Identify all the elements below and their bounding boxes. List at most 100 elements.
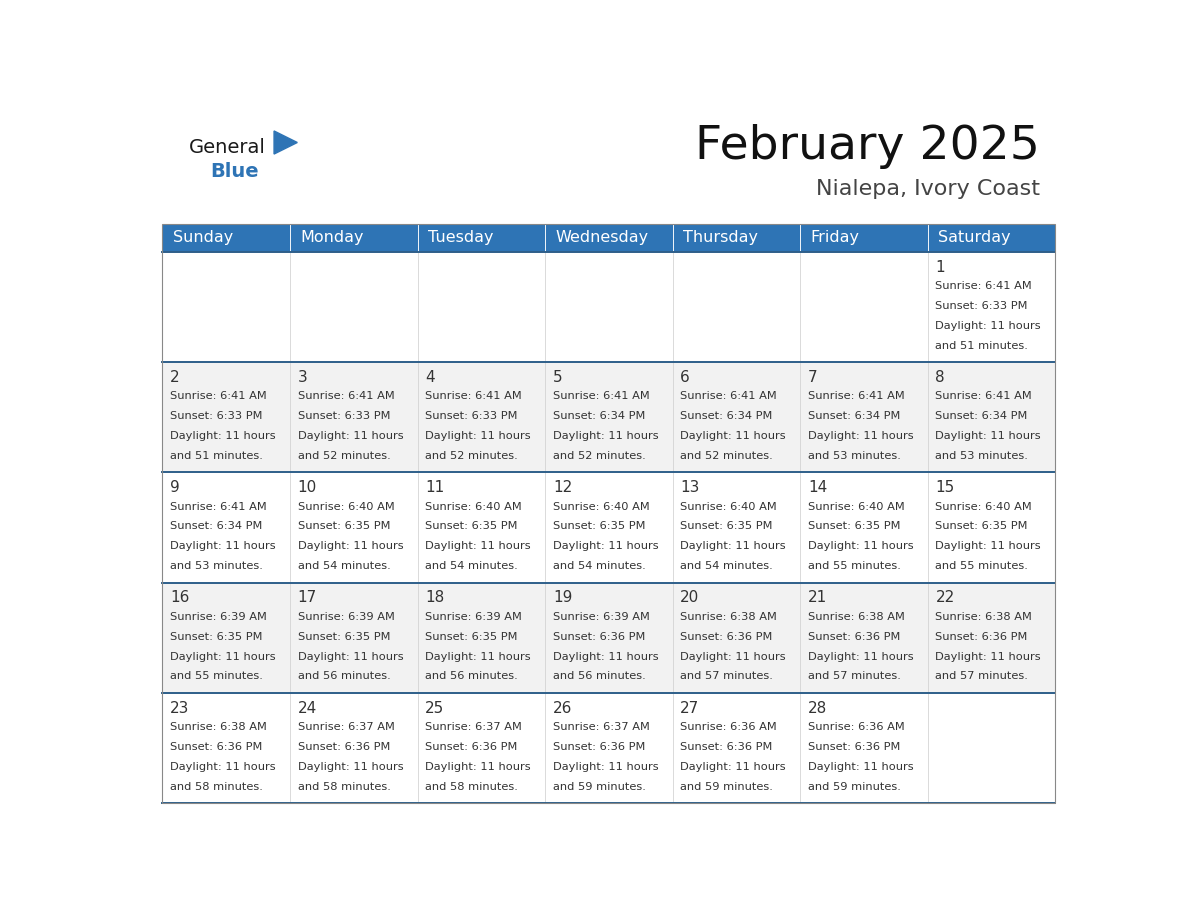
Bar [163, 583, 290, 693]
Text: Sunrise: 6:36 AM: Sunrise: 6:36 AM [808, 722, 905, 733]
Bar [672, 583, 801, 693]
Text: and 59 minutes.: and 59 minutes. [808, 781, 901, 791]
Text: Daylight: 11 hours: Daylight: 11 hours [298, 652, 404, 662]
Text: Daylight: 11 hours: Daylight: 11 hours [552, 762, 658, 772]
Text: 6: 6 [681, 370, 690, 385]
Bar [801, 583, 928, 693]
Bar [290, 252, 417, 362]
Text: 28: 28 [808, 700, 827, 716]
Text: Daylight: 11 hours: Daylight: 11 hours [935, 542, 1041, 552]
Bar [545, 224, 672, 252]
Text: 23: 23 [170, 700, 190, 716]
Text: 26: 26 [552, 700, 573, 716]
Text: Daylight: 11 hours: Daylight: 11 hours [808, 762, 914, 772]
Text: Sunset: 6:36 PM: Sunset: 6:36 PM [552, 632, 645, 642]
Text: 27: 27 [681, 700, 700, 716]
Text: 21: 21 [808, 590, 827, 605]
Text: Sunset: 6:35 PM: Sunset: 6:35 PM [681, 521, 773, 532]
Text: Daylight: 11 hours: Daylight: 11 hours [808, 652, 914, 662]
Bar [672, 252, 801, 362]
Text: Sunrise: 6:40 AM: Sunrise: 6:40 AM [552, 501, 650, 511]
Text: 3: 3 [298, 370, 308, 385]
Text: and 51 minutes.: and 51 minutes. [935, 341, 1029, 351]
Text: Daylight: 11 hours: Daylight: 11 hours [298, 542, 404, 552]
Text: and 54 minutes.: and 54 minutes. [552, 561, 645, 571]
Text: Daylight: 11 hours: Daylight: 11 hours [425, 542, 531, 552]
Text: Sunset: 6:36 PM: Sunset: 6:36 PM [681, 742, 772, 752]
Text: Daylight: 11 hours: Daylight: 11 hours [170, 542, 276, 552]
Bar [801, 693, 928, 803]
Text: Wednesday: Wednesday [555, 230, 649, 245]
Text: Sunrise: 6:38 AM: Sunrise: 6:38 AM [170, 722, 267, 733]
Text: 1: 1 [935, 260, 946, 274]
Text: and 59 minutes.: and 59 minutes. [681, 781, 773, 791]
Text: Sunrise: 6:41 AM: Sunrise: 6:41 AM [425, 391, 522, 401]
Text: 12: 12 [552, 480, 573, 495]
Text: 19: 19 [552, 590, 573, 605]
Bar [928, 224, 1055, 252]
Text: Sunrise: 6:41 AM: Sunrise: 6:41 AM [935, 281, 1032, 291]
Text: Daylight: 11 hours: Daylight: 11 hours [425, 652, 531, 662]
Bar [545, 693, 672, 803]
Text: Sunrise: 6:41 AM: Sunrise: 6:41 AM [298, 391, 394, 401]
Text: and 58 minutes.: and 58 minutes. [425, 781, 518, 791]
Text: Sunset: 6:35 PM: Sunset: 6:35 PM [298, 632, 390, 642]
Bar [928, 693, 1055, 803]
Bar [801, 473, 928, 583]
Bar [163, 224, 1055, 803]
Bar [417, 224, 545, 252]
Bar [801, 362, 928, 473]
Bar [417, 362, 545, 473]
Text: February 2025: February 2025 [695, 124, 1040, 169]
Text: 18: 18 [425, 590, 444, 605]
Bar [290, 583, 417, 693]
Text: Sunset: 6:35 PM: Sunset: 6:35 PM [935, 521, 1028, 532]
Text: Sunday: Sunday [172, 230, 233, 245]
Text: Sunrise: 6:41 AM: Sunrise: 6:41 AM [935, 391, 1032, 401]
Text: and 56 minutes.: and 56 minutes. [425, 671, 518, 681]
Bar [290, 362, 417, 473]
Text: and 55 minutes.: and 55 minutes. [935, 561, 1029, 571]
Text: 5: 5 [552, 370, 562, 385]
Bar [290, 473, 417, 583]
Text: Daylight: 11 hours: Daylight: 11 hours [935, 431, 1041, 441]
Text: 8: 8 [935, 370, 946, 385]
Text: and 51 minutes.: and 51 minutes. [170, 451, 263, 461]
Bar [290, 693, 417, 803]
Bar [417, 252, 545, 362]
Text: Daylight: 11 hours: Daylight: 11 hours [170, 652, 276, 662]
Text: 20: 20 [681, 590, 700, 605]
Text: Sunset: 6:36 PM: Sunset: 6:36 PM [681, 632, 772, 642]
Text: and 52 minutes.: and 52 minutes. [681, 451, 773, 461]
Text: and 53 minutes.: and 53 minutes. [170, 561, 263, 571]
Bar [801, 252, 928, 362]
Text: Sunrise: 6:41 AM: Sunrise: 6:41 AM [808, 391, 905, 401]
Text: 7: 7 [808, 370, 817, 385]
Text: 22: 22 [935, 590, 955, 605]
Text: Sunset: 6:35 PM: Sunset: 6:35 PM [298, 521, 390, 532]
Text: and 56 minutes.: and 56 minutes. [552, 671, 645, 681]
Text: 16: 16 [170, 590, 190, 605]
Text: Sunrise: 6:41 AM: Sunrise: 6:41 AM [170, 391, 267, 401]
Text: and 57 minutes.: and 57 minutes. [681, 671, 773, 681]
Bar [163, 473, 290, 583]
Text: Sunset: 6:36 PM: Sunset: 6:36 PM [298, 742, 390, 752]
Text: Sunset: 6:36 PM: Sunset: 6:36 PM [552, 742, 645, 752]
Bar [672, 693, 801, 803]
Text: and 57 minutes.: and 57 minutes. [935, 671, 1029, 681]
Text: and 57 minutes.: and 57 minutes. [808, 671, 901, 681]
Bar [801, 224, 928, 252]
Text: Sunrise: 6:36 AM: Sunrise: 6:36 AM [681, 722, 777, 733]
Text: 17: 17 [298, 590, 317, 605]
Text: and 52 minutes.: and 52 minutes. [552, 451, 645, 461]
Text: 25: 25 [425, 700, 444, 716]
Text: Sunrise: 6:38 AM: Sunrise: 6:38 AM [935, 612, 1032, 621]
Text: Sunset: 6:35 PM: Sunset: 6:35 PM [808, 521, 901, 532]
Text: Sunrise: 6:40 AM: Sunrise: 6:40 AM [808, 501, 905, 511]
Text: 9: 9 [170, 480, 179, 495]
Text: Daylight: 11 hours: Daylight: 11 hours [935, 320, 1041, 330]
Text: Sunrise: 6:37 AM: Sunrise: 6:37 AM [298, 722, 394, 733]
Text: Sunrise: 6:38 AM: Sunrise: 6:38 AM [681, 612, 777, 621]
Text: and 53 minutes.: and 53 minutes. [935, 451, 1029, 461]
Text: Thursday: Thursday [683, 230, 758, 245]
